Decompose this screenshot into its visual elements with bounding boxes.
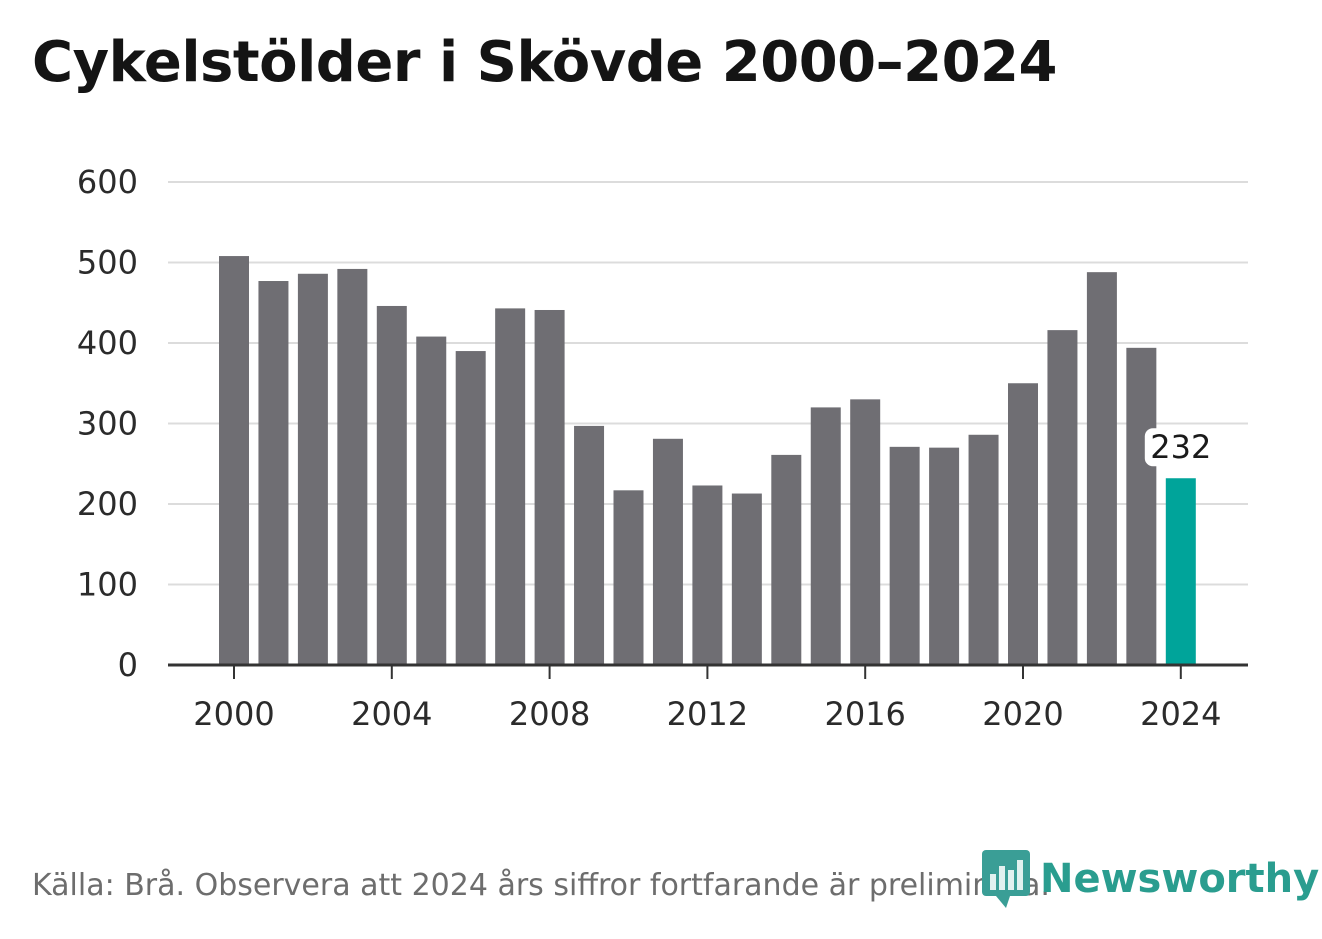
bar-2005 — [416, 336, 447, 665]
bar-2019 — [968, 434, 999, 665]
data-label: 232 — [1150, 428, 1211, 466]
bar-2015 — [810, 407, 841, 665]
bar-2000 — [219, 256, 249, 665]
y-tick-label: 600 — [77, 163, 138, 201]
x-tick-label: 2008 — [509, 695, 590, 733]
bar-2020 — [1008, 383, 1038, 665]
x-tick-label: 2000 — [193, 695, 274, 733]
bar-2007 — [495, 308, 526, 665]
bar-2013 — [731, 493, 762, 665]
bar-2014 — [771, 454, 802, 665]
y-tick-label: 300 — [77, 405, 138, 443]
y-tick-label: 200 — [77, 485, 138, 523]
bar-2008 — [534, 309, 565, 665]
x-tick-label: 2024 — [1140, 695, 1221, 733]
bar-2023 — [1126, 347, 1157, 665]
chart-title: Cykelstölder i Skövde 2000–2024 — [32, 30, 1057, 95]
bar-2010 — [613, 490, 644, 665]
newsworthy-chart-icon — [982, 850, 1030, 908]
logo-text: Newsworthy — [1040, 856, 1320, 902]
bar-2022 — [1086, 272, 1117, 665]
y-tick-label: 500 — [77, 244, 138, 282]
bar-2004 — [376, 305, 407, 665]
bar-2009 — [574, 425, 605, 665]
x-tick-label: 2004 — [351, 695, 432, 733]
x-tick-label: 2016 — [824, 695, 905, 733]
labels: 0 100 200 300 400 500 600 2000 2004 2008 2012 2016 2… — [77, 163, 1222, 733]
source-note: Källa: Brå. Observera att 2024 års siffr… — [32, 868, 1050, 903]
bar-2012 — [692, 485, 723, 665]
newsworthy-logo: Newsworthy — [982, 850, 1319, 908]
data-label-background — [1144, 428, 1217, 467]
y-tick-label: 0 — [118, 646, 138, 684]
x-tick-label: 2012 — [667, 695, 748, 733]
bar-2002 — [297, 273, 328, 665]
bar-2006 — [455, 351, 486, 665]
bar-2003 — [337, 268, 368, 665]
x-tick-label: 2020 — [982, 695, 1063, 733]
bar-2018 — [929, 447, 960, 665]
y-tick-label: 400 — [77, 324, 138, 362]
bar-2011 — [652, 438, 683, 665]
bar-2001 — [258, 281, 289, 665]
bar-2021 — [1047, 330, 1078, 665]
bars — [168, 256, 1248, 679]
bar-2016 — [850, 399, 881, 665]
bar-2017 — [889, 446, 920, 665]
bar-2024 — [1165, 478, 1196, 665]
y-tick-label: 100 — [77, 566, 138, 604]
